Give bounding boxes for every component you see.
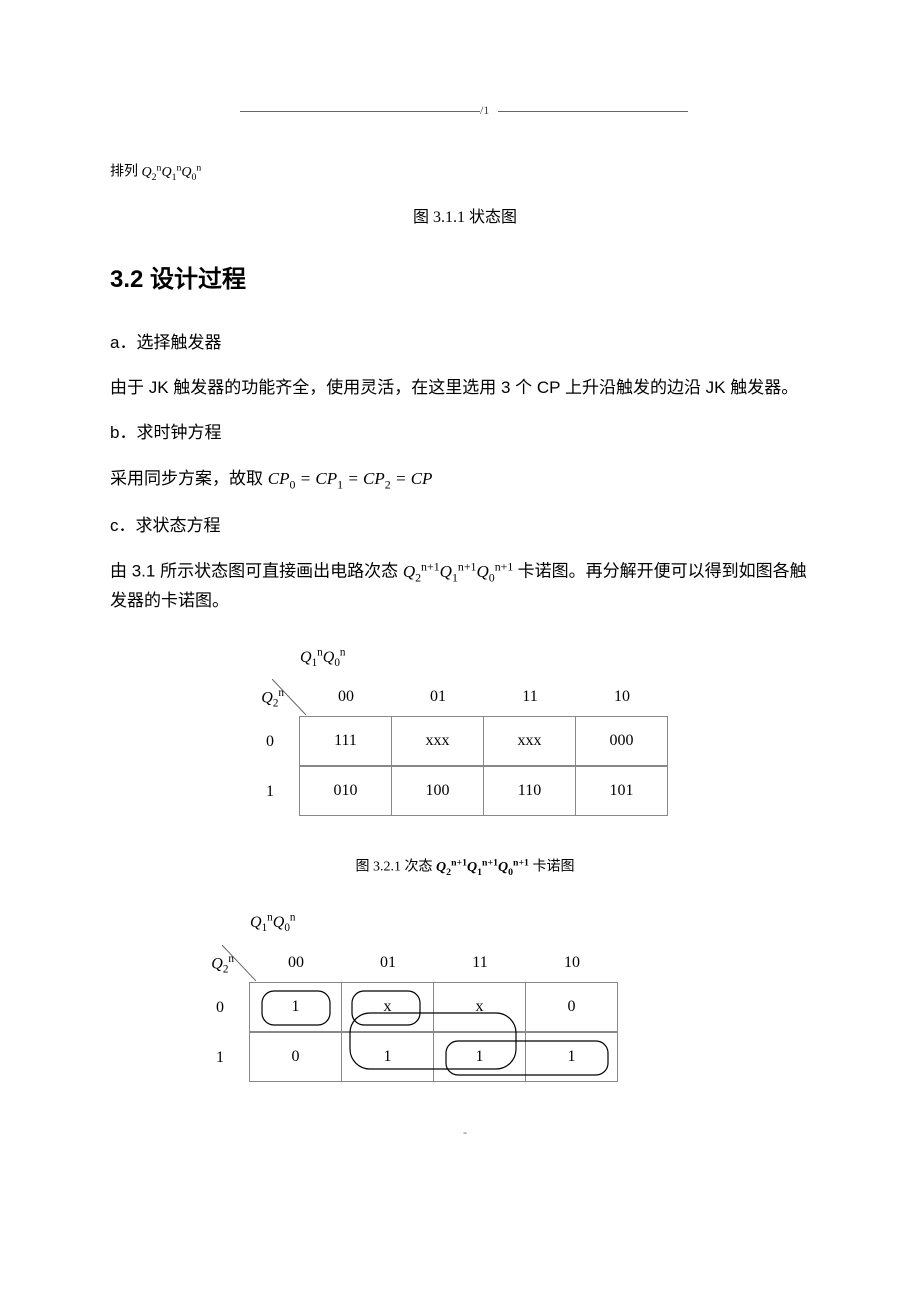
step-c-pre: 由 3.1 所示状态图可直接画出电路次态 [110, 562, 398, 581]
step-a-title: a．选择触发器 [110, 329, 820, 356]
step-c-expr: Q2n+1Q1n+1Q0n+1 [403, 562, 518, 581]
kmap1-col-01: 01 [392, 677, 484, 717]
kmap-321: Q1nQ0n Q2n 00 01 11 10 0 111 xxx xxx 000… [240, 645, 820, 817]
kmap1-col-10: 10 [576, 677, 668, 717]
kmap1-cell-0-1: xxx [391, 716, 484, 766]
kmap2-cell-0-3: 0 [525, 982, 618, 1032]
footer-dash: - [110, 1123, 820, 1142]
kmap1-corner: Q2n [240, 677, 300, 717]
kmap2-cell-1-3: 1 [525, 1032, 618, 1082]
arrangement-expr: Q2nQ1nQ0n [142, 165, 202, 180]
kmap2-corner: Q2n [190, 943, 250, 983]
kmap2-cell-0-1: x [341, 982, 434, 1032]
arrangement-line: 排列 Q2nQ1nQ0n [110, 160, 820, 185]
header-slash: /1 [480, 101, 489, 120]
kmap1-grid: Q2n 00 01 11 10 0 111 xxx xxx 000 1 010 … [240, 677, 820, 817]
kmap1-cell-0-3: 000 [575, 716, 668, 766]
kmap1-axis-top: Q1nQ0n [300, 645, 820, 673]
kmap1-col-00: 00 [300, 677, 392, 717]
arrangement-prefix: 排列 [110, 165, 138, 180]
header-divider: /1 [240, 100, 690, 120]
kmap2-row-0: 0 [190, 983, 250, 1033]
kmap1-cell-1-1: 100 [391, 766, 484, 816]
kmap2-col-10: 10 [526, 943, 618, 983]
kmap1-cell-0-0: 111 [299, 716, 392, 766]
caption-321-pre: 图 3.2.1 次态 [356, 860, 433, 875]
kmap2-cell-1-1: 1 [341, 1032, 434, 1082]
kmap2-grid: Q2n 00 01 11 10 0 1 x x 0 1 0 1 1 1 [190, 943, 820, 1083]
kmap1-cell-1-0: 010 [299, 766, 392, 816]
caption-3-2-1: 图 3.2.1 次态 Q2n+1Q1n+1Q0n+1 卡诺图 [110, 855, 820, 880]
caption-321-expr: Q2n+1Q1n+1Q0n+1 [436, 860, 532, 875]
kmap2-cell-1-0: 0 [249, 1032, 342, 1082]
kmap2-col-11: 11 [434, 943, 526, 983]
kmap2-col-00: 00 [250, 943, 342, 983]
kmap1-cell-0-2: xxx [483, 716, 576, 766]
kmap1-cell-1-2: 110 [483, 766, 576, 816]
step-b-title: b．求时钟方程 [110, 419, 820, 446]
step-c-title: c．求状态方程 [110, 512, 820, 539]
kmap-q2: Q1nQ0n Q2n 00 01 11 10 0 1 x x 0 1 0 1 1… [190, 910, 820, 1082]
step-b-body: 采用同步方案，故取 CP0 = CP1 = CP2 = CP [110, 465, 820, 494]
kmap1-row-1: 1 [240, 767, 300, 817]
kmap2-cell-1-2: 1 [433, 1032, 526, 1082]
kmap2-col-01: 01 [342, 943, 434, 983]
kmap2-cell-0-0: 1 [249, 982, 342, 1032]
step-b-pre: 采用同步方案，故取 [110, 469, 263, 488]
caption-321-post: 卡诺图 [532, 860, 574, 875]
step-b-expr: CP0 = CP1 = CP2 = CP [268, 469, 433, 488]
header-line-right [498, 111, 688, 112]
kmap2-row-1: 1 [190, 1033, 250, 1083]
header-line-left [240, 111, 480, 112]
kmap2-cell-0-2: x [433, 982, 526, 1032]
kmap1-cell-1-3: 101 [575, 766, 668, 816]
heading-3-2: 3.2 设计过程 [110, 261, 820, 299]
step-a-body: 由于 JK 触发器的功能齐全，使用灵活，在这里选用 3 个 CP 上升沿触发的边… [110, 374, 820, 401]
kmap1-row-0: 0 [240, 717, 300, 767]
kmap2-axis-top: Q1nQ0n [250, 910, 820, 938]
caption-3-1-1: 图 3.1.1 状态图 [110, 205, 820, 231]
kmap1-col-11: 11 [484, 677, 576, 717]
step-c-body: 由 3.1 所示状态图可直接画出电路次态 Q2n+1Q1n+1Q0n+1 卡诺图… [110, 557, 820, 614]
